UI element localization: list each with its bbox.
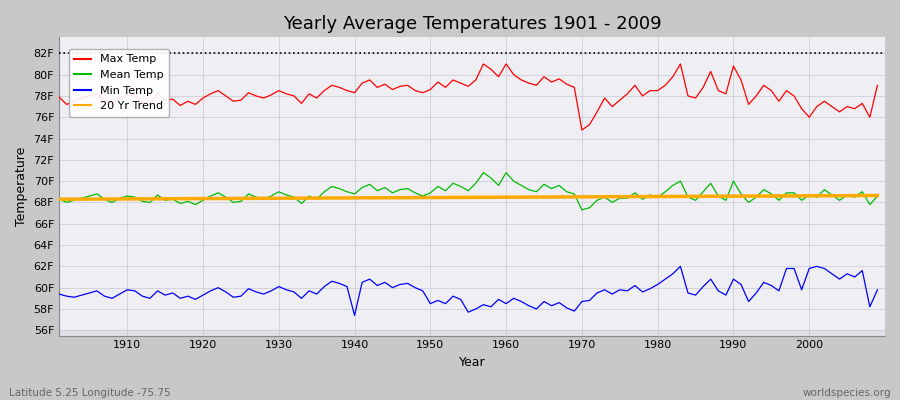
Legend: Max Temp, Mean Temp, Min Temp, 20 Yr Trend: Max Temp, Mean Temp, Min Temp, 20 Yr Tre… xyxy=(68,49,169,117)
Y-axis label: Temperature: Temperature xyxy=(15,147,28,226)
Bar xyxy=(59,160,885,181)
Bar xyxy=(59,309,885,330)
Bar xyxy=(59,75,885,96)
X-axis label: Year: Year xyxy=(459,356,485,369)
Text: Latitude 5.25 Longitude -75.75: Latitude 5.25 Longitude -75.75 xyxy=(9,388,171,398)
Bar xyxy=(59,53,885,75)
Bar xyxy=(59,224,885,245)
Bar xyxy=(59,202,885,224)
Bar xyxy=(59,138,885,160)
Bar xyxy=(59,266,885,288)
Bar xyxy=(59,181,885,202)
Bar xyxy=(59,245,885,266)
Bar xyxy=(59,32,885,53)
Text: worldspecies.org: worldspecies.org xyxy=(803,388,891,398)
Bar xyxy=(59,96,885,117)
Title: Yearly Average Temperatures 1901 - 2009: Yearly Average Temperatures 1901 - 2009 xyxy=(283,15,662,33)
Bar xyxy=(59,117,885,138)
Bar xyxy=(59,288,885,309)
